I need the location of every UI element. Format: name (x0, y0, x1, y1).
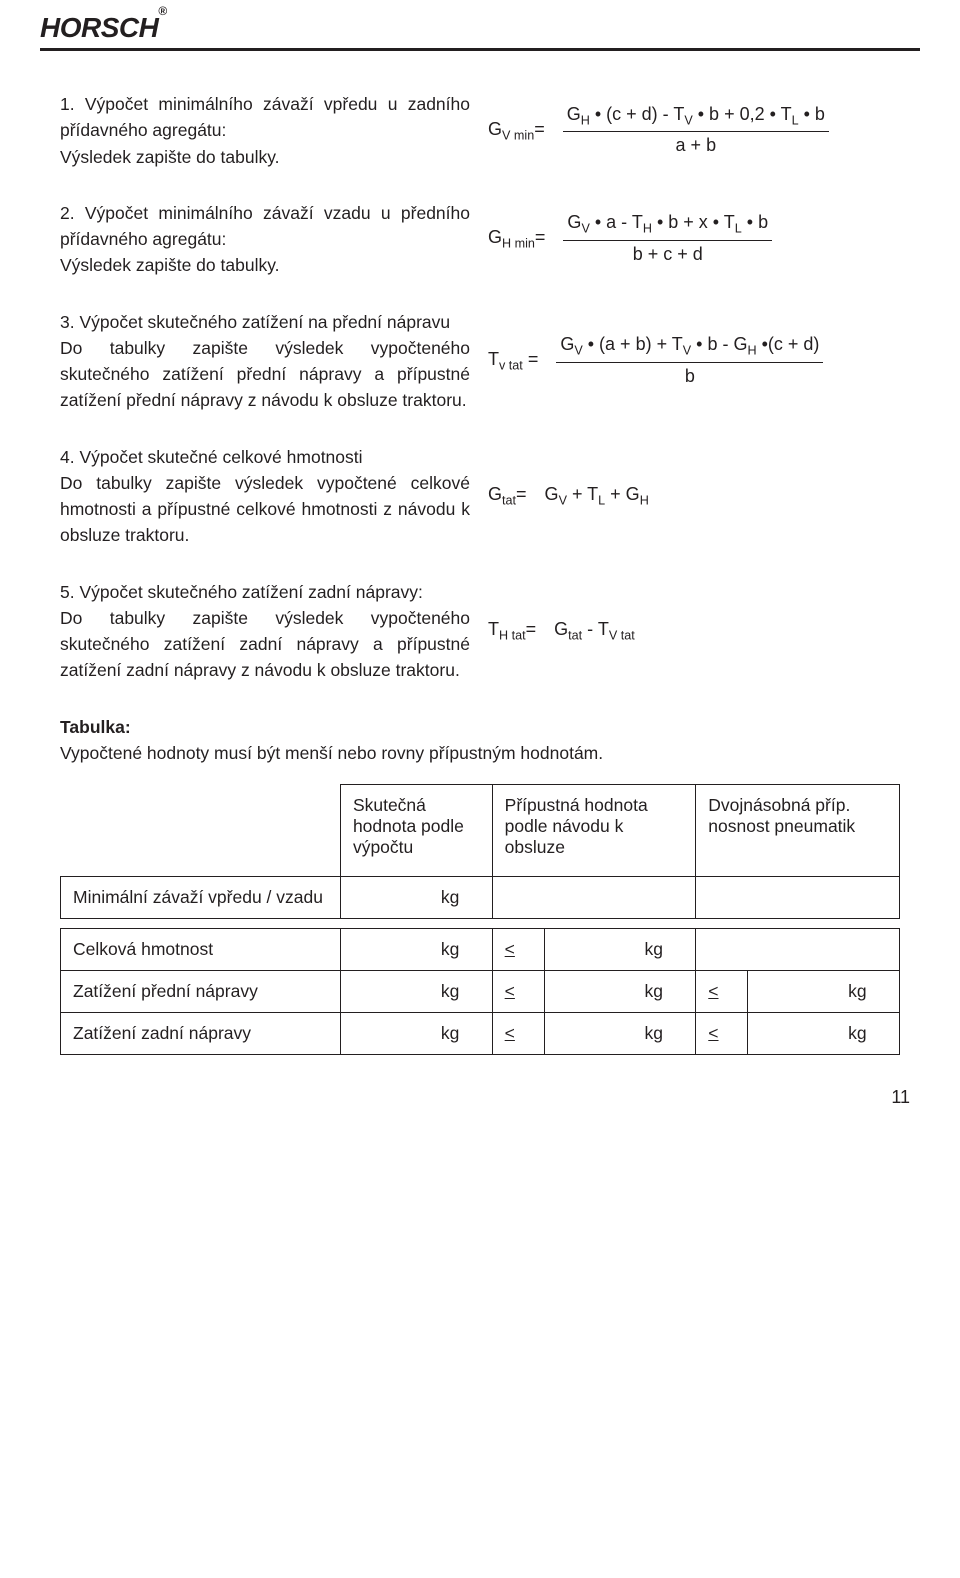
row-label: Zatížení zadní nápravy (61, 1013, 341, 1055)
formula-lhs: Gtat= (488, 484, 527, 508)
formula: GV min= GH • (c + d) - TV • b + 0,2 • TL … (488, 104, 829, 157)
th-col1: Skutečná hodnota podle výpočtu (340, 785, 492, 877)
formula-rhs: GV • a - TH • b + x • TL • bb + c + d (563, 212, 772, 265)
cell (544, 1013, 632, 1055)
cell: kg (632, 929, 695, 971)
formula: GH min= GV • a - TH • b + x • TL • bb + c… (488, 212, 772, 265)
formula-rhs: GV • (a + b) + TV • b - GH •(c + d)b (556, 334, 823, 387)
formula-row: 1. Výpočet minimálního závaží vpředu u z… (60, 91, 900, 170)
result-table: Skutečná hodnota podle výpočtu Přípustná… (60, 784, 900, 1055)
cell (340, 929, 428, 971)
formula-row: 2. Výpočet minimálního závaží vzadu u př… (60, 200, 900, 279)
formula-lhs: GV min= (488, 119, 545, 143)
cell: kg (836, 971, 899, 1013)
cell: < (696, 971, 748, 1013)
row-label: Zatížení přední nápravy (61, 971, 341, 1013)
table-intro-text: Vypočtené hodnoty musí být menší nebo ro… (60, 743, 603, 763)
row-label: Minimální závaží vpředu / vzadu (61, 877, 341, 919)
cell-empty (696, 929, 900, 971)
item-text: 4. Výpočet skutečné celkové hmotnostiDo … (60, 444, 470, 549)
th-col3: Dvojnásobná příp. nosnost pneumatik (696, 785, 900, 877)
table-body: Minimální závaží vpředu / vzadu kg Celková… (61, 877, 900, 1055)
formula-lhs: Tv tat = (488, 349, 538, 373)
cell: kg (836, 1013, 899, 1055)
cell-empty (492, 877, 696, 919)
formula-lhs: TH tat= (488, 619, 536, 643)
page: HORSCH® 1. Výpočet minimálního závaží vp… (0, 0, 960, 1120)
cell: kg (429, 971, 492, 1013)
formula-row: 5. Výpočet skutečného zatížení zadní náp… (60, 579, 900, 684)
formula-rhs: Gtat - TV tat (554, 619, 635, 644)
cell (748, 1013, 836, 1055)
content: 1. Výpočet minimálního závaží vpředu u z… (0, 51, 960, 1075)
table-header-row: Skutečná hodnota podle výpočtu Přípustná… (61, 785, 900, 877)
cell (340, 971, 428, 1013)
cell: < (492, 929, 544, 971)
table-intro: Tabulka: Vypočtené hodnoty musí být menš… (60, 714, 900, 767)
formula: Tv tat = GV • (a + b) + TV • b - GH •(c +… (488, 334, 823, 387)
item-text: 5. Výpočet skutečného zatížení zadní náp… (60, 579, 470, 684)
logo: HORSCH® (40, 12, 167, 44)
cell (544, 929, 632, 971)
cell (340, 877, 428, 919)
cell: < (696, 1013, 748, 1055)
table-row: Minimální závaží vpředu / vzadu kg (61, 877, 900, 919)
table-row: Zatížení přední nápravykg<kg<kg (61, 971, 900, 1013)
cell: kg (429, 929, 492, 971)
formula: Gtat= GV + TL + GH (488, 484, 649, 509)
cell: kg (632, 971, 695, 1013)
cell (544, 971, 632, 1013)
formula-rhs: GH • (c + d) - TV • b + 0,2 • TL • ba + … (563, 104, 829, 157)
item-text: 1. Výpočet minimálního závaží vpředu u z… (60, 91, 470, 170)
cell: < (492, 1013, 544, 1055)
formula-rhs: GV + TL + GH (545, 484, 649, 509)
page-header: HORSCH® (0, 0, 960, 51)
page-number: 11 (0, 1075, 960, 1120)
row-label: Celková hmotnost (61, 929, 341, 971)
cell: < (492, 971, 544, 1013)
formula-row: 3. Výpočet skutečného zatížení na přední… (60, 309, 900, 414)
cell: kg (429, 877, 492, 919)
cell-empty (696, 877, 900, 919)
logo-text: HORSCH (40, 12, 158, 43)
item-text: 2. Výpočet minimálního závaží vzadu u př… (60, 200, 470, 279)
table-row: Celková hmotnostkg<kg (61, 929, 900, 971)
th-col2: Přípustná hodnota podle návodu k obsluze (492, 785, 696, 877)
formula-lhs: GH min= (488, 227, 545, 251)
th-empty (61, 785, 341, 877)
formula: TH tat= Gtat - TV tat (488, 619, 635, 644)
table-row: Zatížení zadní nápravykg<kg<kg (61, 1013, 900, 1055)
cell: kg (632, 1013, 695, 1055)
formula-list: 1. Výpočet minimálního závaží vpředu u z… (60, 91, 900, 684)
cell (748, 971, 836, 1013)
spacer-row (61, 919, 900, 929)
formula-row: 4. Výpočet skutečné celkové hmotnostiDo … (60, 444, 900, 549)
cell: kg (429, 1013, 492, 1055)
item-text: 3. Výpočet skutečného zatížení na přední… (60, 309, 470, 414)
cell (340, 1013, 428, 1055)
logo-reg: ® (158, 4, 166, 18)
table-intro-title: Tabulka: (60, 717, 131, 737)
